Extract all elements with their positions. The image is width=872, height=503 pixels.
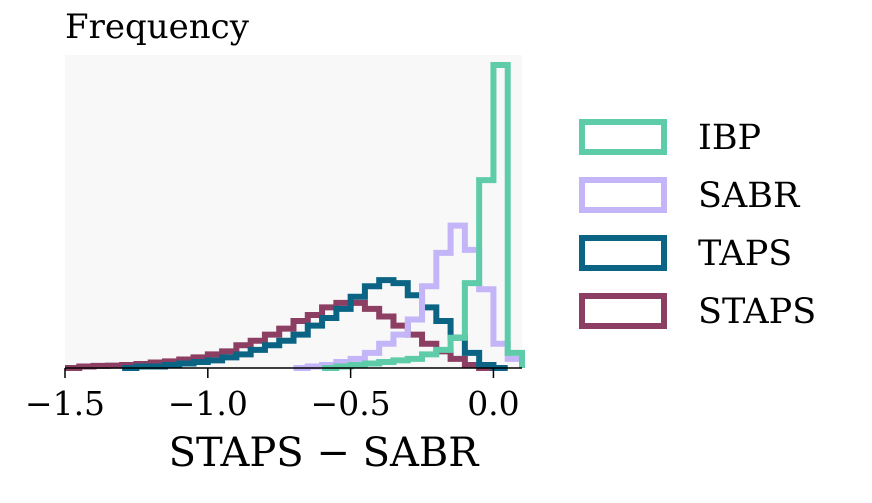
legend: IBP SABR TAPS STAPS [579,118,816,332]
y-axis-label: Frequency [65,7,250,47]
legend-label-staps: STAPS [698,292,816,332]
legend-swatch-ibp [579,119,667,155]
legend-label-sabr: SABR [698,176,801,216]
x-tick-label: −0.5 [311,384,391,423]
legend-swatch-taps [579,235,667,271]
legend-label-taps: TAPS [698,234,792,274]
x-tick-label: −1.5 [25,384,105,423]
x-tick-label: 0.0 [467,384,519,423]
series-taps-histogram [122,277,508,371]
x-axis-label: STAPS − SABR [169,430,481,476]
plot-area-background [65,55,522,368]
series-layer [65,62,525,371]
x-ticks: −1.5 −1.0 −0.5 0.0 [25,368,520,423]
x-tick-label: −1.0 [168,384,248,423]
legend-swatch-staps [579,293,667,329]
series-ibp-histogram [322,62,525,371]
legend-label-ibp: IBP [698,118,761,158]
legend-swatch-sabr [579,177,667,213]
